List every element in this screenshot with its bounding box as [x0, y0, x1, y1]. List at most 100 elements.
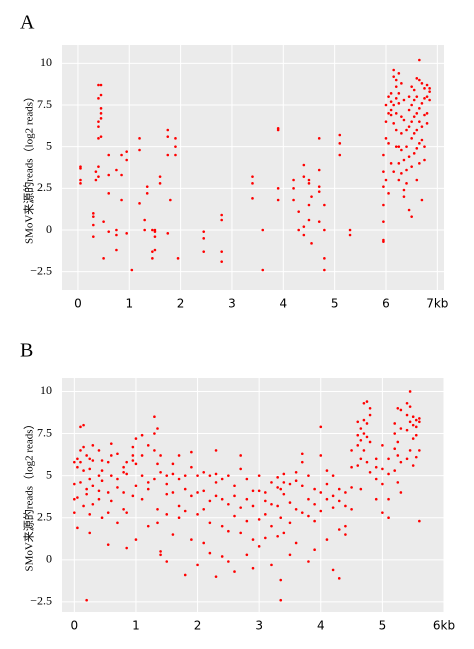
point	[387, 457, 390, 461]
point	[399, 427, 403, 430]
point	[374, 497, 378, 501]
point	[88, 477, 92, 481]
point	[120, 173, 123, 177]
point	[410, 165, 413, 168]
point	[425, 112, 429, 115]
point	[153, 477, 156, 481]
point	[389, 162, 393, 165]
y-tick-label: 0	[46, 552, 52, 566]
point	[418, 58, 421, 62]
point	[251, 489, 255, 493]
point	[97, 449, 101, 452]
point	[153, 235, 157, 238]
point	[414, 433, 418, 437]
point	[227, 529, 230, 533]
point	[425, 95, 429, 98]
point	[410, 85, 413, 88]
point	[97, 489, 101, 493]
point	[425, 122, 429, 125]
point	[171, 533, 175, 536]
point	[125, 150, 128, 153]
point	[214, 575, 218, 578]
point	[394, 128, 398, 132]
point	[171, 491, 175, 494]
point	[264, 536, 267, 540]
point	[392, 122, 395, 125]
point	[348, 228, 352, 232]
point	[292, 198, 295, 202]
point	[233, 494, 236, 498]
point	[116, 477, 119, 481]
x-tick-label: 5	[379, 619, 387, 633]
point	[387, 516, 390, 520]
point	[130, 268, 134, 272]
point	[356, 464, 360, 467]
point	[109, 442, 113, 445]
point	[183, 573, 187, 577]
point	[97, 97, 100, 100]
point	[85, 598, 88, 602]
point	[102, 220, 105, 223]
point	[131, 494, 135, 498]
point	[381, 467, 384, 471]
point	[387, 472, 390, 476]
point	[214, 472, 218, 476]
point	[300, 484, 304, 488]
point	[131, 459, 135, 462]
point	[202, 237, 206, 240]
point	[176, 257, 180, 260]
point	[319, 425, 323, 429]
point	[384, 137, 388, 140]
point	[412, 115, 416, 118]
point	[159, 470, 162, 474]
point	[116, 521, 119, 525]
point	[423, 145, 426, 148]
point	[420, 138, 424, 142]
point	[418, 120, 421, 123]
point	[407, 155, 411, 158]
point	[276, 504, 279, 508]
point	[153, 415, 156, 419]
point	[397, 145, 401, 148]
point	[423, 113, 426, 117]
point	[79, 460, 82, 464]
point	[276, 534, 279, 538]
point	[410, 103, 413, 107]
y-tick-label: 0	[46, 222, 52, 236]
point	[399, 408, 403, 412]
point	[387, 112, 390, 115]
point	[365, 435, 369, 439]
point	[82, 504, 85, 508]
point	[79, 449, 82, 452]
point	[331, 568, 335, 572]
point	[323, 257, 326, 260]
point	[177, 516, 181, 520]
point	[381, 482, 384, 486]
point	[411, 437, 415, 440]
point	[76, 465, 79, 469]
point	[88, 513, 92, 516]
point	[190, 494, 193, 498]
point	[414, 425, 418, 429]
point	[107, 173, 111, 177]
point	[325, 482, 329, 486]
point	[396, 481, 400, 484]
point	[407, 208, 411, 212]
point	[99, 83, 103, 87]
y-tick-label: 2.5	[37, 180, 52, 194]
point	[418, 78, 421, 82]
point	[183, 509, 187, 513]
x-tick-label: 5	[331, 297, 339, 311]
point	[362, 401, 366, 405]
point	[338, 153, 342, 157]
point	[282, 531, 286, 535]
point	[279, 578, 283, 582]
point	[276, 187, 280, 190]
point	[233, 484, 236, 488]
point	[140, 454, 144, 457]
point	[410, 137, 413, 140]
x-tick-label: 1	[125, 297, 133, 311]
point	[245, 497, 249, 501]
point	[368, 440, 372, 444]
point	[159, 550, 162, 553]
